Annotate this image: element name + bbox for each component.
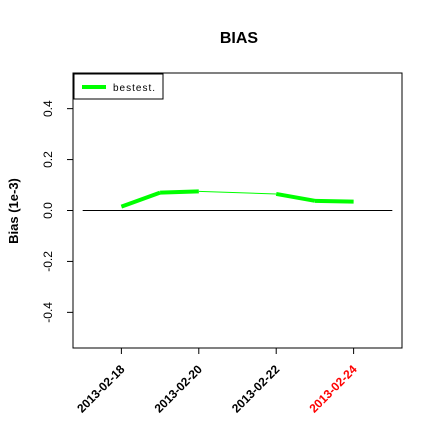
y-tick-label: 0.2: [41, 151, 55, 168]
y-tick-label: 0.0: [41, 202, 55, 219]
x-tick-label: 2013-02-20: [152, 362, 206, 416]
chart-title: BIAS: [220, 30, 259, 47]
series-gap-connector: [198, 190, 277, 195]
plot-content: [82, 189, 393, 211]
y-tick-label: -0.4: [41, 302, 55, 323]
x-tick-label: 2013-02-18: [74, 362, 128, 416]
legend: bestest.: [73, 73, 164, 100]
y-tick-label: -0.2: [41, 251, 55, 272]
legend-label-bestest: bestest.: [113, 83, 156, 94]
y-axis: -0.4 -0.2 0.0 0.2 0.4: [41, 100, 73, 323]
x-tick-label: 2013-02-24: [306, 362, 360, 416]
series-segment-bestest: [314, 198, 354, 204]
series-segment-bestest: [275, 191, 316, 203]
x-axis: 2013-02-18 2013-02-20 2013-02-22 2013-02-24: [74, 348, 360, 416]
series-segment-bestest: [160, 189, 199, 195]
y-tick-label: 0.4: [41, 100, 55, 117]
x-tick-label: 2013-02-22: [229, 362, 283, 416]
series-segment-bestest: [120, 190, 161, 209]
y-axis-label: Bias (1e-3): [6, 178, 21, 244]
